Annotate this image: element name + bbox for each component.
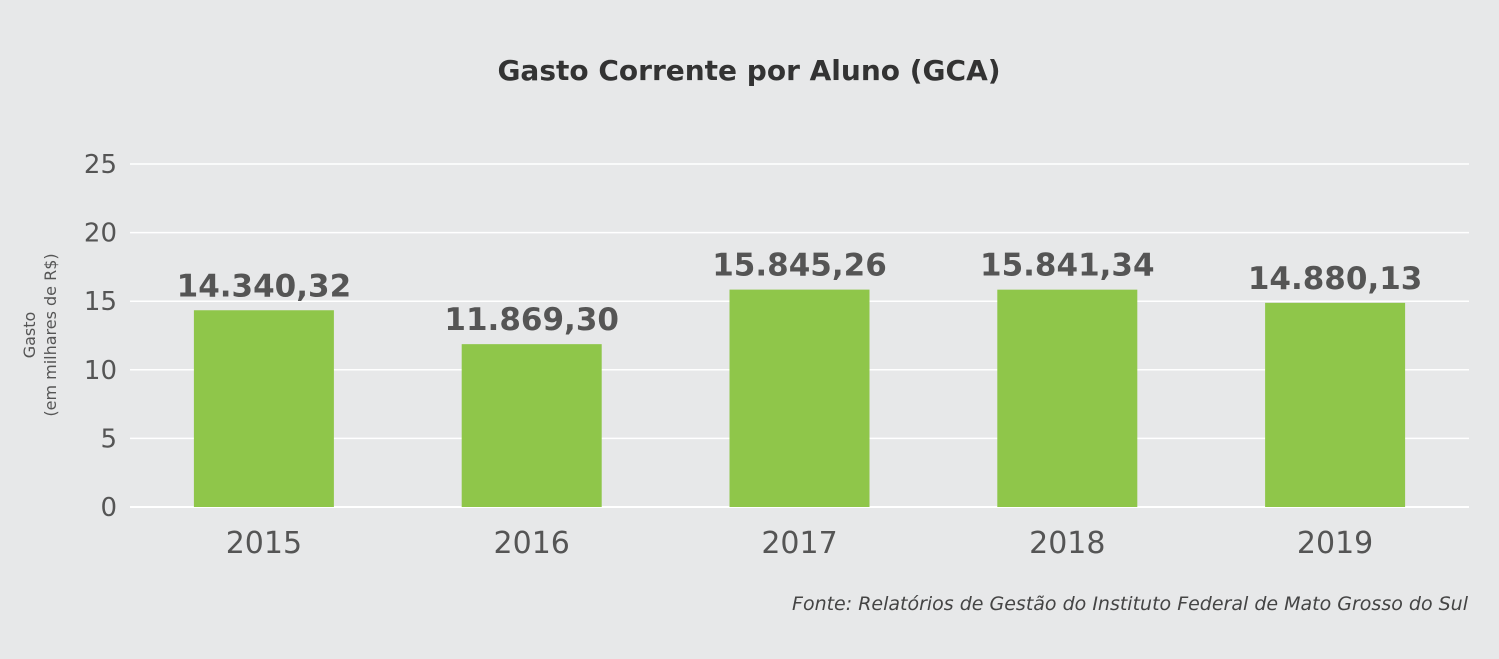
- data-label-2018: 15.841,34: [980, 248, 1155, 284]
- y-tick-label: 25: [84, 150, 117, 180]
- data-label-2019: 14.880,13: [1248, 261, 1423, 297]
- x-tick-label-2019: 2019: [1297, 526, 1373, 561]
- data-label-2017: 15.845,26: [712, 248, 887, 284]
- bars: [193, 289, 1406, 507]
- source-note: Fonte: Relatórios de Gestão do Instituto…: [792, 593, 1469, 615]
- bar-2017: [729, 289, 870, 507]
- x-tick-label-2016: 2016: [494, 526, 570, 561]
- y-tick-label: 5: [100, 424, 117, 454]
- data-labels: 14.340,32 11.869,30 15.845,26 15.841,34 14.8…: [177, 248, 1423, 339]
- chart-title: Gasto Corrente por Aluno (GCA): [497, 54, 1000, 87]
- bar-2019: [1265, 302, 1406, 507]
- y-tick-label: 15: [84, 287, 117, 317]
- x-axis-ticks: 2015 2016 2017 2018 2019: [226, 526, 1374, 561]
- data-label-2016: 11.869,30: [444, 302, 619, 338]
- y-axis-ticks: 0 5 10 15 20 25: [84, 150, 117, 523]
- x-tick-label-2015: 2015: [226, 526, 302, 561]
- x-tick-label-2018: 2018: [1029, 526, 1105, 561]
- y-tick-label: 20: [84, 219, 117, 249]
- y-axis-label-line1: Gasto: [20, 312, 39, 359]
- data-label-2015: 14.340,32: [177, 268, 352, 304]
- y-tick-label: 0: [100, 493, 117, 523]
- x-tick-label-2017: 2017: [761, 526, 837, 561]
- bar-2015: [193, 310, 334, 507]
- y-tick-label: 10: [84, 356, 117, 386]
- y-axis-label-line2: (em milhares de R$): [41, 253, 60, 416]
- bar-2018: [997, 289, 1138, 507]
- bar-2016: [461, 344, 602, 507]
